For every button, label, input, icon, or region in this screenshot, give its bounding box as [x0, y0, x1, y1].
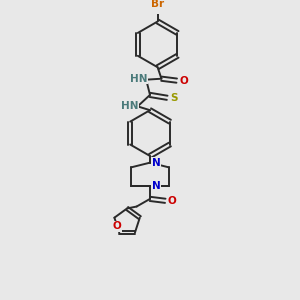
Text: S: S [170, 93, 178, 103]
Text: N: N [152, 158, 161, 168]
Text: HN: HN [130, 74, 147, 84]
Text: O: O [112, 221, 121, 231]
Text: O: O [179, 76, 188, 85]
Text: Br: Br [151, 0, 164, 9]
Text: HN: HN [121, 101, 139, 111]
Text: N: N [152, 182, 161, 191]
Text: O: O [168, 196, 176, 206]
